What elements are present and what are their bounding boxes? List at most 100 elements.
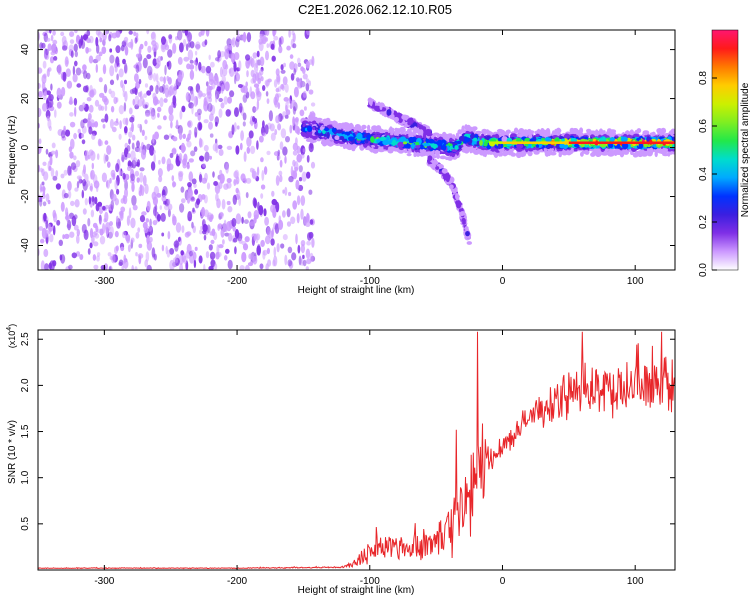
noise-speckle — [292, 43, 297, 49]
noise-speckle — [262, 132, 267, 137]
noise-speckle — [191, 221, 194, 229]
noise-speckle — [129, 116, 135, 123]
signal-halo — [399, 126, 406, 134]
noise-speckle — [283, 97, 289, 102]
noise-speckle — [256, 50, 260, 58]
noise-speckle — [245, 91, 250, 99]
noise-speckle — [116, 73, 119, 81]
signal-track-cell — [420, 144, 424, 150]
signal-track-cell — [516, 143, 524, 150]
noise-speckle — [308, 142, 314, 153]
signal-track-cell — [382, 139, 389, 146]
noise-speckle — [247, 211, 252, 219]
noise-speckle — [64, 233, 70, 239]
noise-speckle — [118, 105, 125, 115]
noise-speckle — [128, 207, 132, 219]
signal-track-cell — [535, 144, 540, 148]
noise-speckle — [143, 226, 149, 234]
noise-speckle — [71, 252, 78, 259]
noise-speckle — [291, 99, 296, 105]
noise-speckle — [273, 246, 277, 257]
noise-speckle — [236, 125, 240, 130]
noise-speckle — [88, 55, 94, 64]
noise-speckle — [242, 31, 247, 43]
noise-speckle — [234, 246, 237, 255]
noise-speckle — [182, 39, 187, 47]
noise-speckle — [203, 100, 209, 112]
noise-speckle — [76, 175, 82, 180]
noise-speckle — [189, 250, 193, 257]
noise-speckle — [193, 146, 198, 152]
noise-speckle — [76, 34, 80, 42]
noise-speckle — [74, 106, 77, 117]
noise-speckle — [158, 86, 164, 93]
signal-halo — [315, 117, 323, 122]
noise-speckle — [42, 103, 48, 112]
noise-speckle — [221, 199, 226, 210]
noise-speckle — [146, 264, 152, 270]
noise-speckle — [194, 112, 199, 117]
noise-speckle — [184, 30, 188, 36]
noise-speckle — [246, 70, 249, 78]
noise-speckle — [155, 73, 159, 83]
noise-speckle — [157, 125, 162, 130]
noise-speckle — [187, 49, 194, 61]
noise-speckle — [283, 62, 286, 68]
noise-speckle — [198, 90, 203, 98]
noise-speckle — [266, 226, 271, 237]
noise-speckle — [157, 168, 163, 177]
noise-speckle — [235, 176, 240, 185]
noise-speckle — [146, 90, 152, 96]
noise-speckle — [152, 58, 157, 67]
noise-speckle — [95, 30, 101, 36]
signal-halo — [510, 149, 514, 155]
noise-speckle — [125, 233, 131, 242]
noise-speckle — [92, 254, 97, 261]
signal-halo — [482, 150, 487, 157]
noise-speckle — [223, 183, 229, 190]
noise-speckle — [262, 249, 268, 256]
noise-speckle — [38, 82, 41, 90]
noise-speckle — [87, 117, 91, 126]
noise-speckle — [50, 34, 54, 42]
noise-speckle — [263, 166, 268, 175]
noise-speckle — [296, 195, 301, 206]
noise-speckle — [144, 259, 148, 268]
noise-speckle — [51, 43, 57, 54]
noise-speckle — [50, 167, 55, 177]
noise-speckle — [79, 254, 84, 260]
signal-track-cell — [497, 137, 502, 142]
noise-speckle — [70, 50, 74, 58]
noise-speckle — [160, 42, 167, 53]
noise-speckle — [167, 77, 172, 85]
noise-speckle — [161, 194, 167, 203]
noise-speckle — [296, 79, 303, 89]
noise-speckle — [274, 129, 278, 136]
noise-speckle — [119, 120, 122, 130]
noise-speckle — [73, 224, 79, 231]
noise-speckle — [188, 158, 194, 163]
noise-speckle — [232, 226, 237, 232]
noise-speckle — [189, 64, 195, 70]
signal-halo — [325, 117, 331, 125]
noise-speckle — [250, 69, 255, 78]
signal-track-cell — [307, 125, 312, 133]
noise-speckle — [166, 249, 171, 258]
noise-speckle — [275, 175, 280, 186]
noise-speckle — [311, 237, 315, 248]
noise-speckle — [161, 232, 165, 237]
noise-speckle — [209, 113, 214, 122]
noise-speckle — [177, 236, 181, 242]
noise-speckle — [88, 90, 94, 97]
noise-speckle — [141, 211, 147, 216]
noise-speckle — [252, 52, 258, 59]
noise-speckle — [261, 35, 267, 45]
noise-speckle — [139, 167, 145, 172]
noise-speckle — [98, 104, 102, 111]
noise-speckle — [250, 91, 256, 100]
noise-speckle — [235, 187, 239, 194]
noise-speckle — [264, 37, 269, 42]
noise-speckle — [134, 37, 138, 44]
noise-speckle — [277, 123, 282, 131]
noise-speckle — [153, 253, 157, 261]
